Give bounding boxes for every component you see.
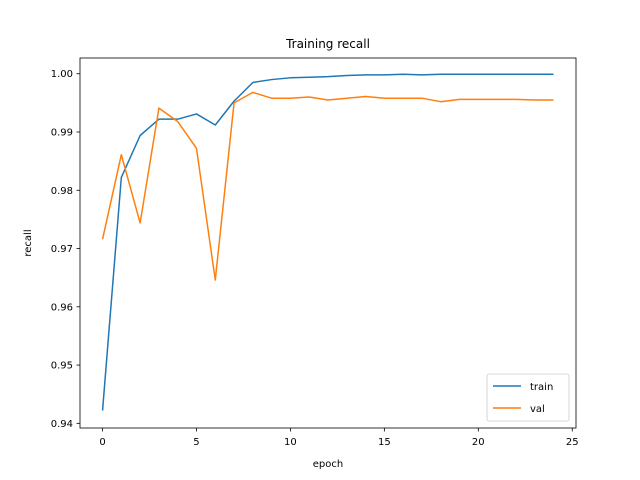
y-axis-label: recall xyxy=(23,229,34,256)
y-tick-label: 0.98 xyxy=(51,186,73,197)
x-axis-label: epoch xyxy=(313,459,343,470)
x-tick-label: 0 xyxy=(99,437,105,448)
series-line-val xyxy=(101,91,554,281)
y-axis: 0.94 0.95 0.96 0.97 0.98 0.99 1.00 xyxy=(51,69,80,430)
legend-label-val: val xyxy=(530,404,545,415)
y-tick-label: 0.97 xyxy=(51,244,73,255)
x-axis: 0 5 10 15 20 25 xyxy=(99,428,579,448)
y-tick-label: 0.95 xyxy=(51,361,73,372)
legend: train val xyxy=(486,373,570,422)
y-tick-label: 0.99 xyxy=(51,128,73,139)
legend-box xyxy=(486,373,570,422)
x-tick-label: 25 xyxy=(566,437,579,448)
x-tick-label: 15 xyxy=(378,437,391,448)
legend-label-train: train xyxy=(530,382,553,393)
axes-frame xyxy=(79,57,577,429)
y-tick-label: 0.96 xyxy=(51,302,73,313)
series-line-train xyxy=(101,73,554,411)
x-tick-label: 5 xyxy=(193,437,199,448)
x-tick-label: 20 xyxy=(472,437,485,448)
chart-title: Training recall xyxy=(285,37,370,51)
series-lines xyxy=(101,73,554,411)
x-tick-label: 10 xyxy=(284,437,297,448)
y-tick-label: 1.00 xyxy=(51,69,73,80)
plot-area: 0 5 10 15 20 25 0.94 0.95 0.96 0.97 0.98 0.99 1.00 xyxy=(51,57,579,448)
y-tick-label: 0.94 xyxy=(51,419,73,430)
axes-background xyxy=(80,58,576,428)
